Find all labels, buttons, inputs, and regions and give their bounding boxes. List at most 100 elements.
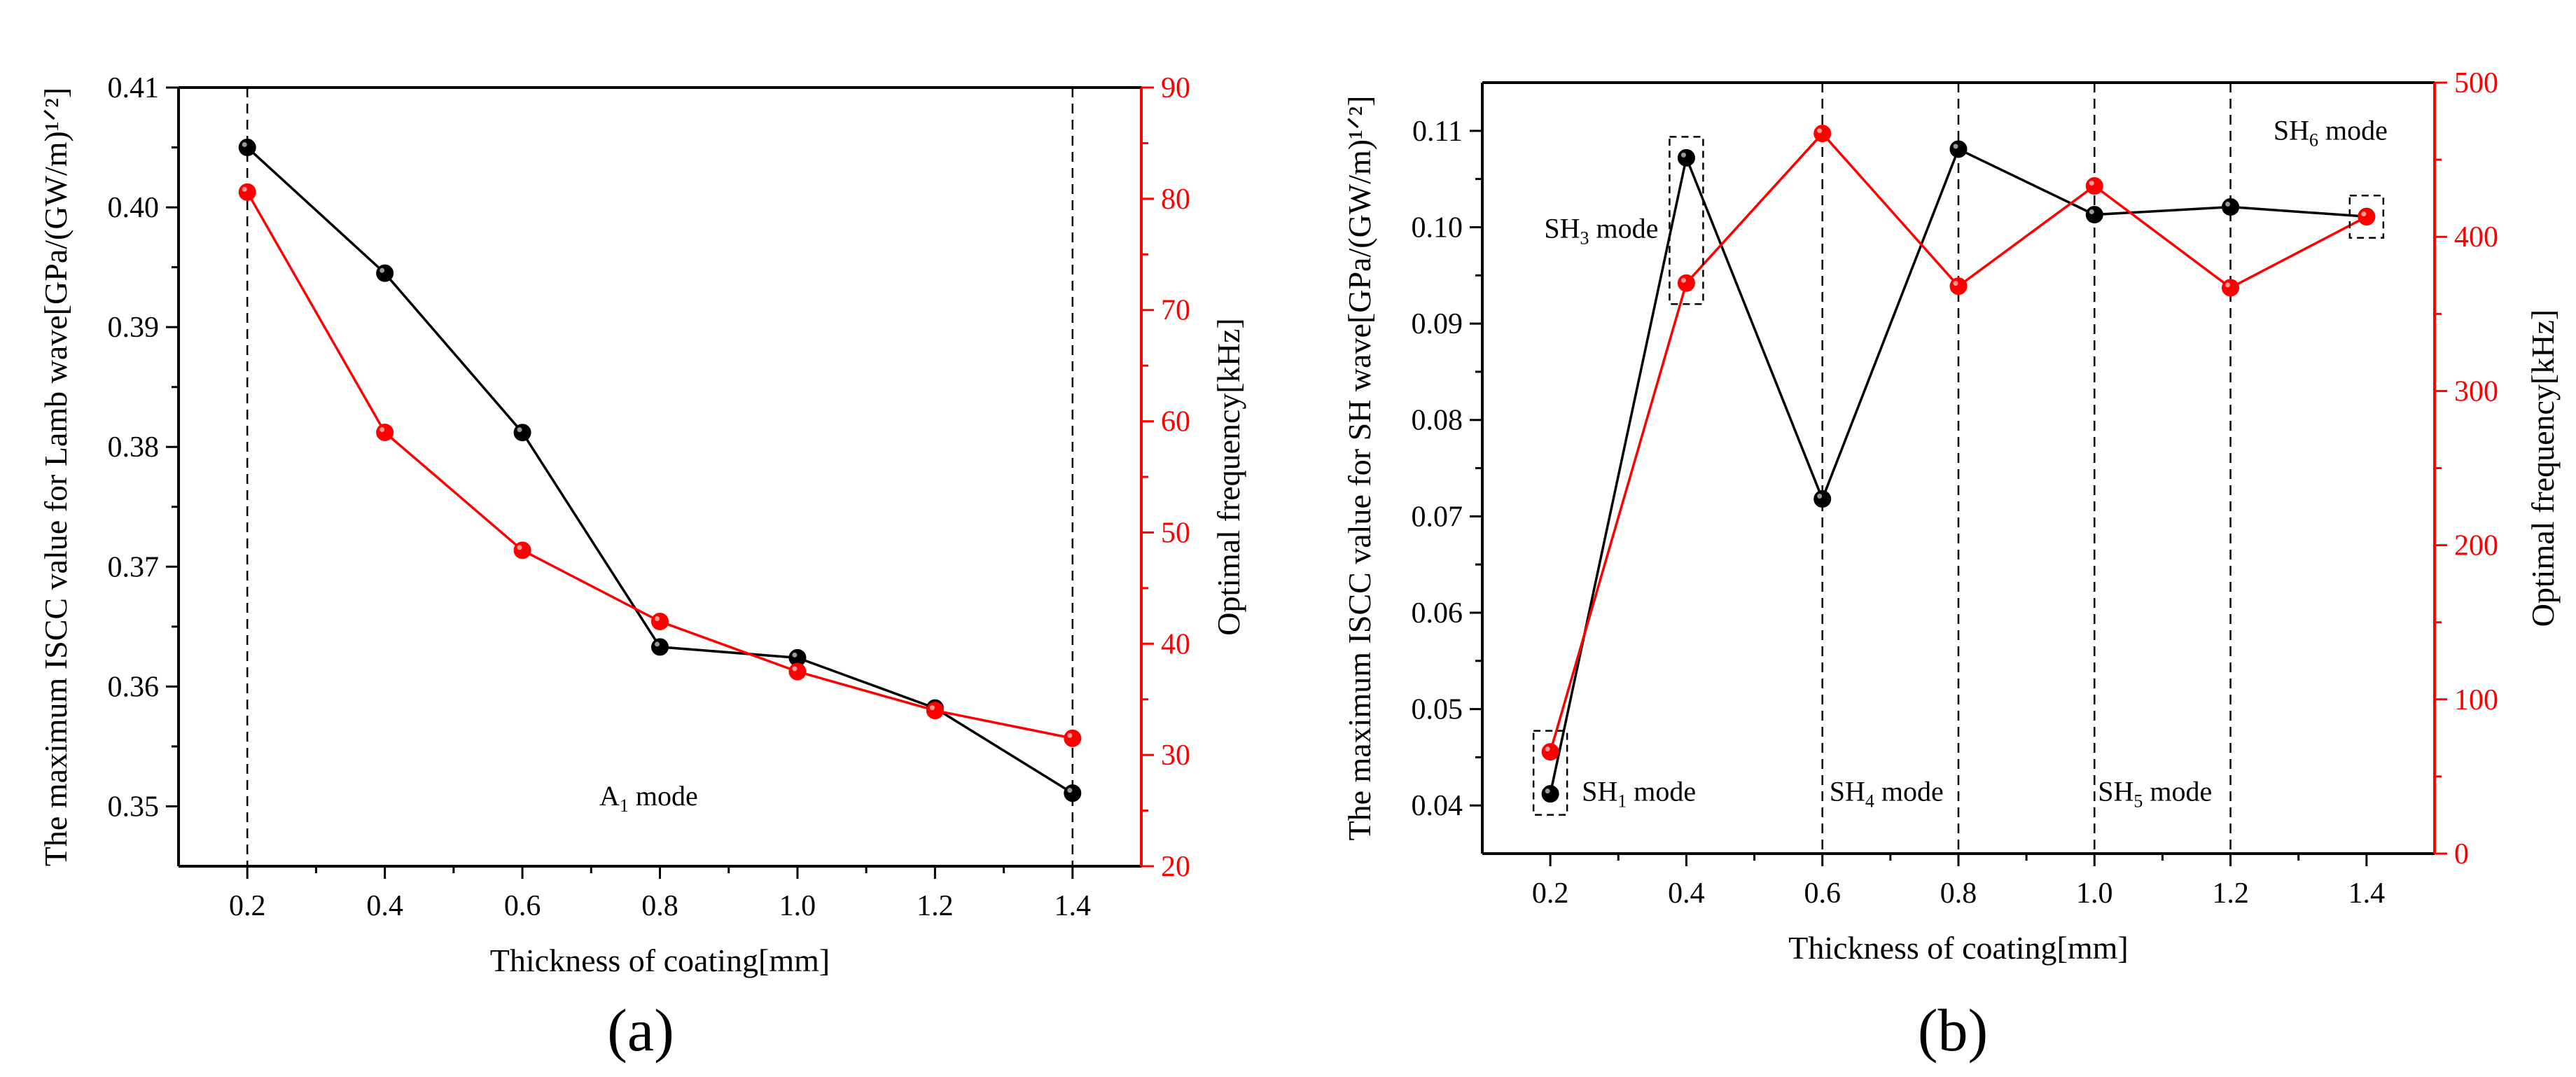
y2-tick-label: 0 [2454,838,2469,870]
x-tick-label: 0.4 [1668,877,1705,910]
frequency-point [513,541,531,560]
iscc-point [1949,140,1968,158]
frequency-series-line [246,191,1073,740]
iscc-point [651,638,669,656]
iscc-point [376,264,394,282]
y-tick-label: 0.37 [108,551,160,583]
chart-b: 0.2 0.4 0.6 0.8 1.0 1.2 1.4 0.04 0.05 0.06 0.07 0.0… [1342,67,2561,966]
y2-tick-label: 90 [1161,72,1190,104]
x-tick-label: 1.2 [2212,877,2249,910]
mode-box [2348,195,2385,239]
iscc-point [513,424,531,442]
frequency-point [1064,729,1082,747]
point-highlight [517,427,522,433]
point-highlight [517,545,522,550]
y2-tick-label: 30 [1161,739,1190,772]
point-highlight [2089,209,2094,215]
iscc-point [1677,148,1695,167]
y-tick-label: 0.35 [108,791,160,823]
point-highlight [1953,144,1958,149]
x-tick-label: 1.4 [2348,877,2386,910]
x-tick-label: 1.4 [1054,890,1092,922]
point-highlight [655,616,660,622]
x-tick-label: 0.2 [229,890,266,922]
y2-tick-label: 400 [2454,221,2498,253]
y2-tick-label: 70 [1161,295,1190,327]
y2-tick-label: 40 [1161,628,1190,660]
point-highlight [1067,732,1073,738]
chart-a: 0.2 0.4 0.6 0.8 1.0 1.2 1.4 0.35 0.36 0.37 0.38 0.3… [38,72,1246,978]
x-axis-title: Thickness of coating[mm] [490,943,830,978]
point-highlight [1545,746,1550,752]
y2-axis-title: Optimal frequency[kHz] [2525,310,2561,627]
y2-tick-label: 500 [2454,67,2498,99]
annotation-sh1-mode: SH1 mode [1582,776,1696,812]
y-tick-label: 0.40 [108,192,160,224]
frequency-point [376,423,394,441]
x-tick-label: 0.8 [1940,877,1977,910]
y2-tick-label: 200 [2454,530,2498,562]
point-highlight [655,641,660,647]
iscc-point [238,139,256,157]
point-highlight [242,142,247,148]
point-highlight [792,666,798,672]
frequency-point [1677,274,1695,292]
y-tick-label: 0.05 [1412,694,1463,726]
point-highlight [1817,494,1823,499]
iscc-point [1813,490,1832,508]
iscc-point [2222,198,2240,216]
frequency-point [238,183,256,201]
frequency-point [2358,208,2376,226]
annotation-sh3-mode: SH3 mode [1544,212,1658,248]
y-axis-title: The maximum ISCC value for SH wave[GPa/(… [1342,96,1377,841]
iscc-series-line [246,146,1073,795]
panel-a-label: (a) [607,996,674,1064]
x-axis-title: Thickness of coating[mm] [1788,930,2128,966]
panel-b-label: (b) [1918,996,1988,1064]
x-tick-label: 1.2 [917,890,954,922]
frequency-point [926,702,944,720]
point-highlight [1680,277,1686,283]
y-tick-label: 0.36 [108,671,160,703]
point-highlight [1680,152,1686,158]
y2-tick-label: 50 [1161,517,1190,549]
y2-tick-label: 100 [2454,684,2498,716]
point-highlight [380,267,385,273]
y-axis-title: The maximum ISCC value for Lamb wave[GPa… [38,88,74,866]
annotation-sh6-mode: SH6 mode [2274,114,2388,150]
y-tick-label: 0.04 [1412,790,1463,822]
annotation-sh4-mode: SH4 mode [1830,776,1944,812]
iscc-point [2085,206,2103,224]
point-highlight [2089,181,2094,186]
frequency-point [788,662,807,681]
y-tick-label: 0.11 [1412,116,1463,148]
frequency-point [2222,279,2240,297]
x-tick-label: 0.6 [1804,877,1841,910]
point-highlight [2225,202,2231,207]
y-tick-label: 0.10 [1412,211,1463,244]
x-tick-label: 1.0 [779,890,816,922]
point-highlight [792,652,798,658]
frequency-point [1949,277,1968,296]
point-highlight [2361,211,2367,217]
iscc-point [1064,784,1082,802]
y2-tick-label: 80 [1161,183,1190,216]
mode-box [1669,136,1704,305]
frequency-point [651,613,669,631]
y-tick-label: 0.07 [1412,501,1463,533]
y2-tick-label: 60 [1161,406,1190,438]
point-highlight [929,705,935,711]
point-highlight [1817,128,1823,134]
x-tick-label: 1.0 [2076,877,2113,910]
x-tick-label: 0.2 [1532,877,1569,910]
annotation-a1-mode: A1 mode [599,780,698,816]
point-highlight [1953,281,1958,286]
y-tick-label: 0.41 [108,72,160,104]
point-highlight [1545,788,1550,794]
y2-tick-label: 300 [2454,375,2498,408]
point-highlight [242,186,247,192]
point-highlight [2225,282,2231,288]
y-tick-label: 0.06 [1412,597,1463,630]
y-tick-label: 0.08 [1412,405,1463,437]
